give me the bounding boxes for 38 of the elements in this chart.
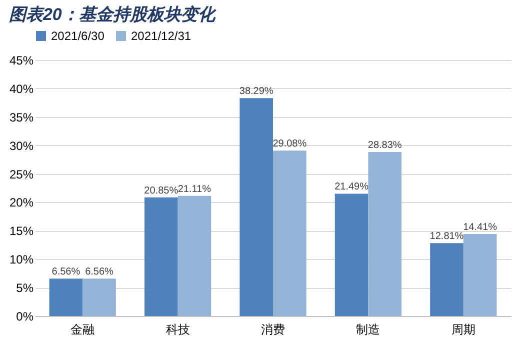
y-tick-label: 0% — [16, 310, 34, 324]
data-label: 6.56% — [52, 266, 80, 278]
y-tick-label: 35% — [9, 110, 34, 124]
y-tick-label: 40% — [9, 82, 34, 96]
x-tick-label: 金融 — [70, 322, 95, 336]
data-label: 29.08% — [272, 138, 307, 150]
data-label: 12.81% — [430, 231, 464, 242]
y-tick-label: 15% — [9, 224, 34, 238]
y-tick-label: 10% — [9, 252, 34, 267]
bar — [240, 98, 273, 316]
x-tick-label: 消费 — [261, 322, 285, 336]
data-label: 28.83% — [368, 140, 402, 151]
bar — [334, 194, 368, 316]
bar — [144, 197, 178, 316]
x-tick-label: 制造 — [356, 322, 380, 336]
y-tick-label: 5% — [16, 281, 34, 296]
bar — [368, 152, 402, 316]
legend-label: 2021/6/30 — [51, 29, 105, 43]
bar — [49, 278, 83, 316]
bar — [82, 278, 116, 316]
x-tick-label: 周期 — [451, 322, 476, 336]
data-label: 14.41% — [463, 222, 498, 234]
bar — [430, 243, 464, 316]
legend-label: 2021/12/31 — [131, 29, 192, 43]
data-label: 38.29% — [239, 86, 274, 98]
bar — [463, 234, 497, 316]
bar — [273, 150, 306, 316]
data-label: 21.11% — [178, 184, 212, 195]
y-tick-label: 25% — [9, 167, 34, 182]
x-tick-label: 科技 — [166, 322, 190, 336]
bar — [178, 196, 212, 316]
y-tick-label: 20% — [9, 196, 34, 210]
data-label: 21.49% — [334, 182, 369, 193]
data-label: 20.85% — [144, 185, 178, 196]
data-label: 6.56% — [85, 266, 114, 278]
y-tick-label: 45% — [9, 54, 34, 68]
chart-title: 图表20：基金持股板块变化 — [8, 5, 217, 24]
y-tick-label: 30% — [9, 138, 34, 153]
